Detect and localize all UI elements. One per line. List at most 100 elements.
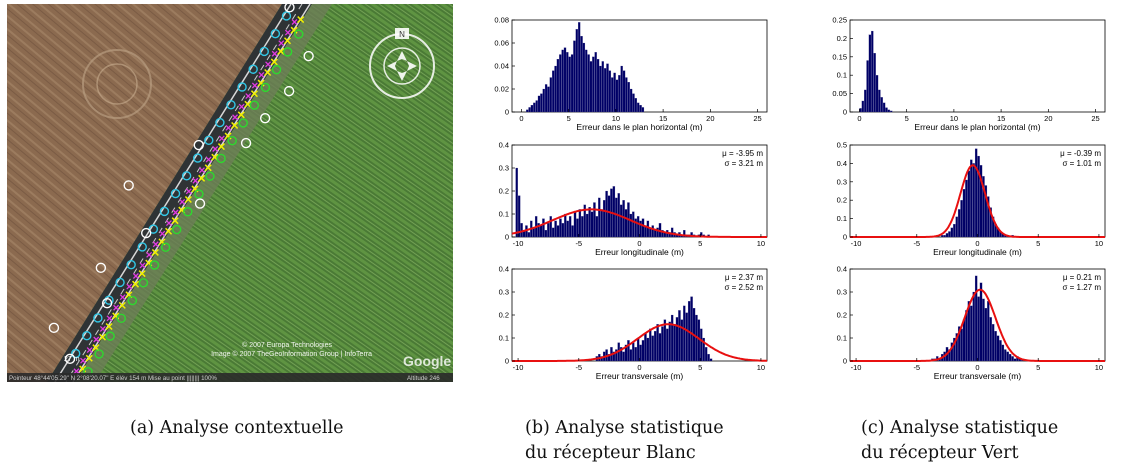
- histogram-bar: [957, 326, 961, 362]
- histogram-bar: [619, 347, 623, 362]
- stat-mu-label: μ = -0.39 m: [1060, 149, 1101, 158]
- y-tick-label: 0.2: [837, 196, 847, 205]
- histogram-bar: [994, 331, 997, 362]
- histogram-bar: [649, 328, 652, 362]
- histogram-bar: [864, 89, 867, 113]
- gps-point-magenta: [86, 347, 93, 354]
- histogram-bar: [953, 337, 956, 362]
- histogram-bar: [580, 35, 583, 113]
- x-axis-label: Erreur dans le plan horizontal (m): [914, 122, 1040, 132]
- histogram-bar: [554, 220, 557, 238]
- histogram-bar: [544, 230, 548, 238]
- gps-point-magenta: [99, 325, 106, 332]
- histogram-bar: [979, 165, 983, 238]
- gps-point-cyan: [137, 242, 147, 252]
- histogram-bar: [960, 328, 963, 362]
- x-axis-label: Erreur longitudinale (m): [933, 247, 1022, 257]
- gps-point-magenta: [284, 29, 291, 36]
- field-marking: [96, 63, 138, 105]
- gps-point-green: [271, 64, 282, 75]
- x-tick-label: -10: [851, 239, 862, 248]
- google-logo: Google: [403, 353, 451, 369]
- x-tick-label: -10: [513, 363, 524, 372]
- histogram-bar: [636, 337, 640, 362]
- y-tick-label: 0.3: [837, 288, 847, 297]
- histogram-bar: [885, 107, 888, 113]
- gps-point-magenta: [258, 71, 265, 78]
- gps-point-white: [193, 139, 204, 151]
- x-tick-label: 15: [997, 114, 1005, 123]
- histogram-bar: [636, 216, 640, 238]
- histogram-bar: [661, 230, 664, 238]
- gps-point-magenta: [139, 262, 146, 269]
- histogram-bar: [568, 56, 571, 113]
- histogram-bar: [561, 49, 564, 113]
- gps-point-yellow: [290, 26, 298, 34]
- histogram-bar: [1008, 354, 1012, 362]
- gps-point-magenta: [80, 357, 86, 364]
- histogram-bar: [559, 54, 562, 113]
- gps-point-yellow: [138, 270, 146, 278]
- bars: [931, 275, 1024, 362]
- histogram-bar: [629, 88, 633, 113]
- gps-point-yellow: [264, 68, 272, 77]
- histogram-bar: [515, 167, 518, 238]
- y-tick-label: 0.15: [832, 52, 847, 61]
- gps-point-white: [64, 353, 76, 365]
- x-tick-label: 10: [757, 239, 765, 248]
- histogram-bar: [566, 220, 569, 238]
- x-tick-label: 10: [1095, 363, 1103, 372]
- histogram-bar: [632, 211, 635, 238]
- histogram-bar: [690, 232, 693, 238]
- histogram-bar: [873, 53, 876, 113]
- caption-b: (b) Analyse statistique du récepteur Blan…: [525, 418, 724, 463]
- gps-point-magenta: [132, 273, 139, 279]
- histogram-bar: [948, 231, 951, 238]
- compass-rose[interactable]: N: [369, 28, 435, 99]
- stat-sigma-label: σ = 1.01 m: [1062, 159, 1101, 168]
- histogram-bar: [607, 354, 611, 362]
- histogram-bar: [634, 98, 637, 113]
- histogram-bar: [639, 104, 642, 113]
- gps-point-green: [227, 135, 237, 146]
- stat-mu-label: μ = -3.95 m: [722, 149, 763, 158]
- histogram-bar: [702, 337, 705, 362]
- gps-point-magenta: [179, 198, 186, 205]
- x-tick-label: 10: [1095, 239, 1103, 248]
- x-tick-label: 0: [975, 363, 979, 372]
- blanc-transversal-chart: -10 -5 0 5 10 0 0.1 0.2 0.3 0.4 Erreur transversal…: [499, 265, 768, 381]
- histogram-bar: [646, 220, 650, 238]
- gps-markers: [48, 4, 314, 377]
- y-tick-label: 0.3: [499, 164, 509, 173]
- histogram-bar: [544, 84, 548, 113]
- gps-point-magenta: [192, 177, 199, 184]
- gps-point-magenta: [251, 82, 258, 89]
- histogram-bar: [1006, 351, 1009, 362]
- gps-point-cyan: [104, 295, 114, 305]
- gps-point-yellow: [105, 322, 113, 331]
- histogram-bar: [987, 301, 990, 362]
- histogram-bar: [594, 52, 597, 113]
- histogram-bar: [970, 159, 973, 238]
- histogram-bar: [625, 77, 628, 113]
- gps-point-green: [249, 100, 260, 110]
- gps-point-green: [183, 207, 193, 217]
- histogram-bar: [666, 328, 669, 362]
- histogram-bar: [967, 170, 971, 238]
- histogram-bar: [639, 220, 642, 238]
- histogram-bar: [539, 225, 543, 238]
- histogram-bar: [552, 70, 555, 113]
- histogram-bar: [588, 207, 591, 238]
- histogram-bar: [680, 319, 684, 362]
- x-tick-label: 10: [612, 114, 620, 123]
- vert-longitudinal-chart: -10 -5 0 5 10 0 0.1 0.2 0.3 0.4 0.5 Erreur longitud…: [837, 141, 1106, 257]
- gps-point-magenta: [93, 336, 100, 343]
- histogram-bar: [563, 47, 567, 113]
- map-copyright: Image © 2007 TheGeoInformation Group | I…: [211, 350, 372, 358]
- x-tick-label: 5: [698, 239, 702, 248]
- gaussian-fit-curve: [512, 323, 767, 362]
- histogram-bar: [700, 328, 703, 362]
- histogram-bar: [547, 86, 550, 113]
- gps-point-yellow: [257, 79, 265, 87]
- histogram-bar: [622, 70, 626, 113]
